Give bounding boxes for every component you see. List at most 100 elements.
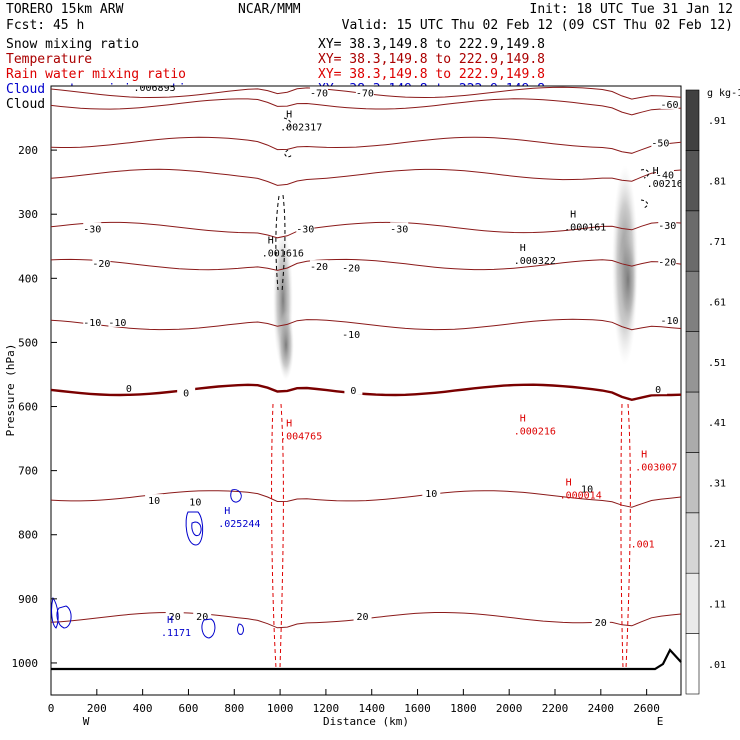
y-tick-label: 900	[18, 593, 38, 606]
temperature-contour-label: -20	[92, 259, 110, 270]
contour-label-bg	[422, 487, 441, 499]
max-marker-h: H	[566, 478, 572, 489]
contour-label-bg	[83, 315, 102, 327]
temperature-contour-line	[51, 383, 681, 402]
temperature-contour-label: -10	[108, 318, 126, 329]
contour-label-bg	[296, 222, 315, 234]
x-tick-label: 1800	[450, 702, 477, 715]
temperature-contour-label: -20	[658, 258, 676, 269]
temperature-contour-label: -60	[661, 100, 679, 111]
max-marker-h: H	[224, 506, 230, 517]
temperature-contour-label: -70	[356, 88, 374, 99]
contour-label-bg	[145, 494, 164, 506]
max-marker-h: H	[268, 235, 274, 246]
colorbar-segment	[685, 270, 700, 332]
legend-xy: XY= 38.3,149.8 to 222.9,149.8	[318, 67, 545, 82]
y-tick-label: 1000	[12, 657, 39, 670]
maxima-labels: H .006895 H .002317 H .001616 H .000322 H .000161…	[133, 86, 689, 639]
init-time: Init: 18 UTC Tue 31 Jan 12	[530, 2, 734, 17]
contour-label-bg	[119, 381, 138, 393]
temperature-contour-line	[51, 168, 681, 186]
temperature-contour-label: 0	[183, 388, 189, 399]
y-tick-label: 400	[18, 272, 38, 285]
max-marker-h: H	[520, 243, 526, 254]
y-tick-label: 300	[18, 208, 38, 221]
max-value-label: .1171	[161, 628, 191, 639]
max-marker-h: H	[570, 210, 576, 221]
temperature-contour-label: 20	[196, 612, 208, 623]
colorbar-unit: g kg-1	[707, 88, 740, 99]
max-marker-h: H	[286, 419, 292, 430]
max-marker-h: H	[653, 166, 659, 177]
model-title: TORERO 15km ARW	[6, 2, 124, 17]
temperature-contour-line	[51, 221, 681, 239]
temperature-contour-label: -20	[310, 262, 328, 273]
center-title: NCAR/MMM	[238, 2, 301, 17]
contour-label-bg	[591, 615, 610, 627]
cloud-ice-dashed-contours	[275, 117, 649, 293]
x-axis-label: Distance (km)	[323, 715, 409, 728]
temperature-contour-label: 20	[357, 612, 369, 623]
x-tick-label: 800	[224, 702, 244, 715]
colorbar-segment	[685, 331, 700, 393]
legend-label: Snow mixing ratio	[6, 37, 139, 52]
contour-label-bg	[108, 315, 127, 327]
contour-label-bg	[342, 261, 361, 273]
cloud-water-contours	[51, 489, 244, 639]
temperature-contour-label: -30	[296, 224, 314, 235]
x-tick-label: 2600	[633, 702, 660, 715]
x-axis: 0 200 400 600 800 1000 1200 1400 1600 1800 2000 220…	[48, 689, 660, 715]
colorbar-tick-label: .51	[708, 358, 726, 369]
x-tick-label: 2000	[496, 702, 523, 715]
contour-label-bg	[344, 383, 363, 395]
colorbar-tick-label: .01	[708, 660, 726, 671]
temperature-contour-label: -50	[651, 138, 669, 149]
colorbar-tick-label: .61	[708, 297, 726, 308]
colorbar-segment	[685, 633, 700, 695]
colorbar: g kg-1 .01 .11 .21 .31 .41 .51 .61 .71 .81 .91	[685, 88, 740, 695]
temperature-contour-label: -30	[83, 224, 101, 235]
y-tick-label: 800	[18, 529, 38, 542]
contour-label-bg	[390, 222, 409, 234]
contour-label-bg	[578, 482, 597, 494]
colorbar-tick-label: .71	[708, 237, 726, 248]
contour-label-bg	[92, 256, 111, 268]
temperature-contour-line	[51, 136, 681, 154]
temperature-contour-label: -20	[342, 263, 360, 274]
y-tick-label: 600	[18, 401, 38, 414]
contour-label-bg	[193, 610, 212, 622]
x-tick-label: 1400	[358, 702, 385, 715]
colorbar-segment	[685, 452, 700, 514]
contour-label-bg	[310, 260, 329, 272]
max-value-label: .001616	[262, 248, 304, 259]
colorbar-tick-label: .91	[708, 116, 726, 127]
rain-contour-labels: .001	[631, 540, 655, 551]
max-value-label: .000161	[564, 223, 606, 234]
colorbar-tick-label: .21	[708, 539, 726, 550]
contour-label-bg	[655, 168, 674, 180]
max-value-label: .003007	[635, 463, 677, 474]
forecast-hour: Fcst: 45 h	[6, 18, 84, 33]
contour-label-bg	[658, 255, 677, 267]
temperature-contour-label: 20	[595, 618, 607, 629]
contour-label-bg	[660, 313, 679, 325]
max-value-label: .025244	[218, 519, 260, 530]
max-value-label: .002167	[647, 179, 689, 190]
colorbar-segment	[685, 391, 700, 453]
temperature-contour-label: 10	[148, 496, 160, 507]
colorbar-segment	[685, 572, 700, 634]
x-tick-label: 1200	[313, 702, 340, 715]
x-tick-label: 0	[48, 702, 55, 715]
max-value-label: .002317	[280, 123, 322, 134]
valid-time: Valid: 15 UTC Thu 02 Feb 12 (09 CST Thu …	[342, 18, 733, 33]
x-tick-label: 1000	[267, 702, 294, 715]
west-label: W	[83, 715, 90, 728]
max-marker-h: H	[641, 450, 647, 461]
east-label: E	[657, 715, 664, 728]
temperature-contour-label: 0	[350, 386, 356, 397]
rain-water-contours	[271, 403, 631, 669]
temperature-contour-label: -30	[658, 221, 676, 232]
temperature-contour-line	[51, 98, 681, 116]
max-value-label: .004765	[280, 432, 322, 443]
